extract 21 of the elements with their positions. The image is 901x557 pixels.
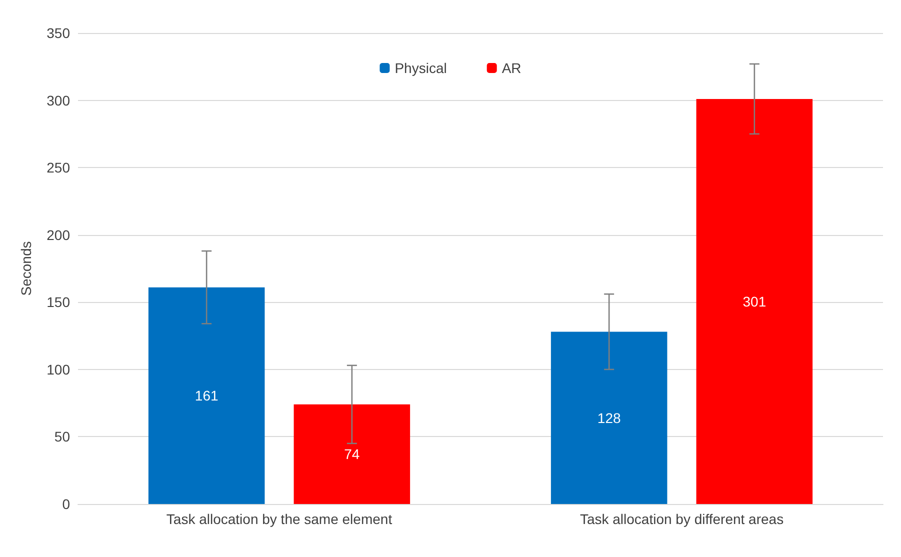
bar <box>294 404 410 504</box>
y-tick-label: 250 <box>46 160 70 176</box>
legend-label: Physical <box>394 60 447 76</box>
y-tick-label: 150 <box>46 294 70 310</box>
y-tick-label: 200 <box>46 226 70 243</box>
y-tick-label: 0 <box>62 496 70 512</box>
data-label: 74 <box>344 446 360 462</box>
y-tick-label: 50 <box>54 428 70 445</box>
x-tick-label: Task allocation by different areas <box>580 511 784 527</box>
y-tick-label: 350 <box>46 25 70 41</box>
bar <box>148 287 265 504</box>
y-tick-label: 300 <box>46 92 70 108</box>
data-label: 301 <box>742 293 766 310</box>
y-axis-title: Seconds <box>18 241 34 296</box>
data-label: 128 <box>597 410 621 426</box>
legend-label: AR <box>502 60 522 76</box>
x-tick-label: Task allocation by the same element <box>166 511 392 527</box>
bar <box>696 98 813 504</box>
bar <box>550 332 668 504</box>
data-label: 161 <box>194 388 218 404</box>
y-tick-label: 100 <box>46 361 70 378</box>
